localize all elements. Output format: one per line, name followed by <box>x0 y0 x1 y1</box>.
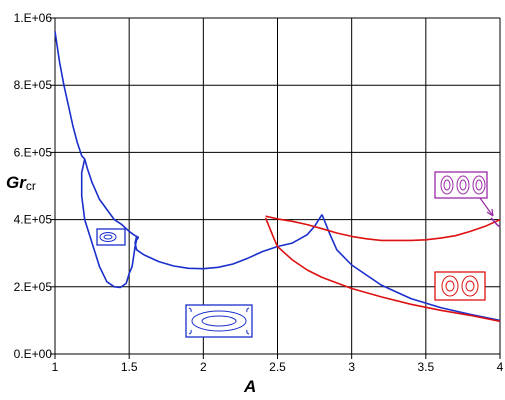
grid <box>50 17 501 359</box>
x-tick-label: 3.5 <box>417 360 434 374</box>
inset-icon-double <box>434 271 486 301</box>
series-lines <box>54 31 501 323</box>
y-axis-title: Grcr <box>6 173 36 193</box>
y-tick-label: 8.E+05 <box>14 78 53 92</box>
inset-icon-single-small <box>96 228 126 246</box>
x-tick-label: 1.5 <box>121 360 138 374</box>
series-line-2 <box>134 214 323 270</box>
y-tick-label: 0.E+00 <box>14 347 53 361</box>
y-tick-label: 6.E+05 <box>14 145 53 159</box>
y-tick-labels: 0.E+00 2.E+05 4.E+05 6.E+05 8.E+05 1.E+06 <box>14 11 53 361</box>
x-tick-label: 2 <box>200 360 207 374</box>
x-tick-label: 1 <box>52 360 59 374</box>
x-tick-label: 4 <box>497 360 504 374</box>
inset-icon-single-wide <box>185 304 253 338</box>
x-tick-labels: 1 1.5 2 2.5 3 3.5 4 <box>52 360 504 374</box>
y-tick-label: 2.E+05 <box>14 280 53 294</box>
inset-pointer-arrow <box>479 197 494 217</box>
y-tick-label: 4.E+05 <box>14 213 53 227</box>
series-line-3 <box>321 214 501 322</box>
y-tick-label: 1.E+06 <box>14 11 53 25</box>
x-tick-label: 2.5 <box>269 360 286 374</box>
series-line-1 <box>80 158 139 289</box>
series-line-6 <box>490 217 501 228</box>
x-tick-label: 3 <box>348 360 355 374</box>
series-line-0 <box>54 31 137 238</box>
series-line-5 <box>264 217 501 323</box>
series-line-4 <box>265 215 501 242</box>
inset-icon-triple <box>434 171 488 199</box>
x-axis-title: A <box>243 377 256 396</box>
